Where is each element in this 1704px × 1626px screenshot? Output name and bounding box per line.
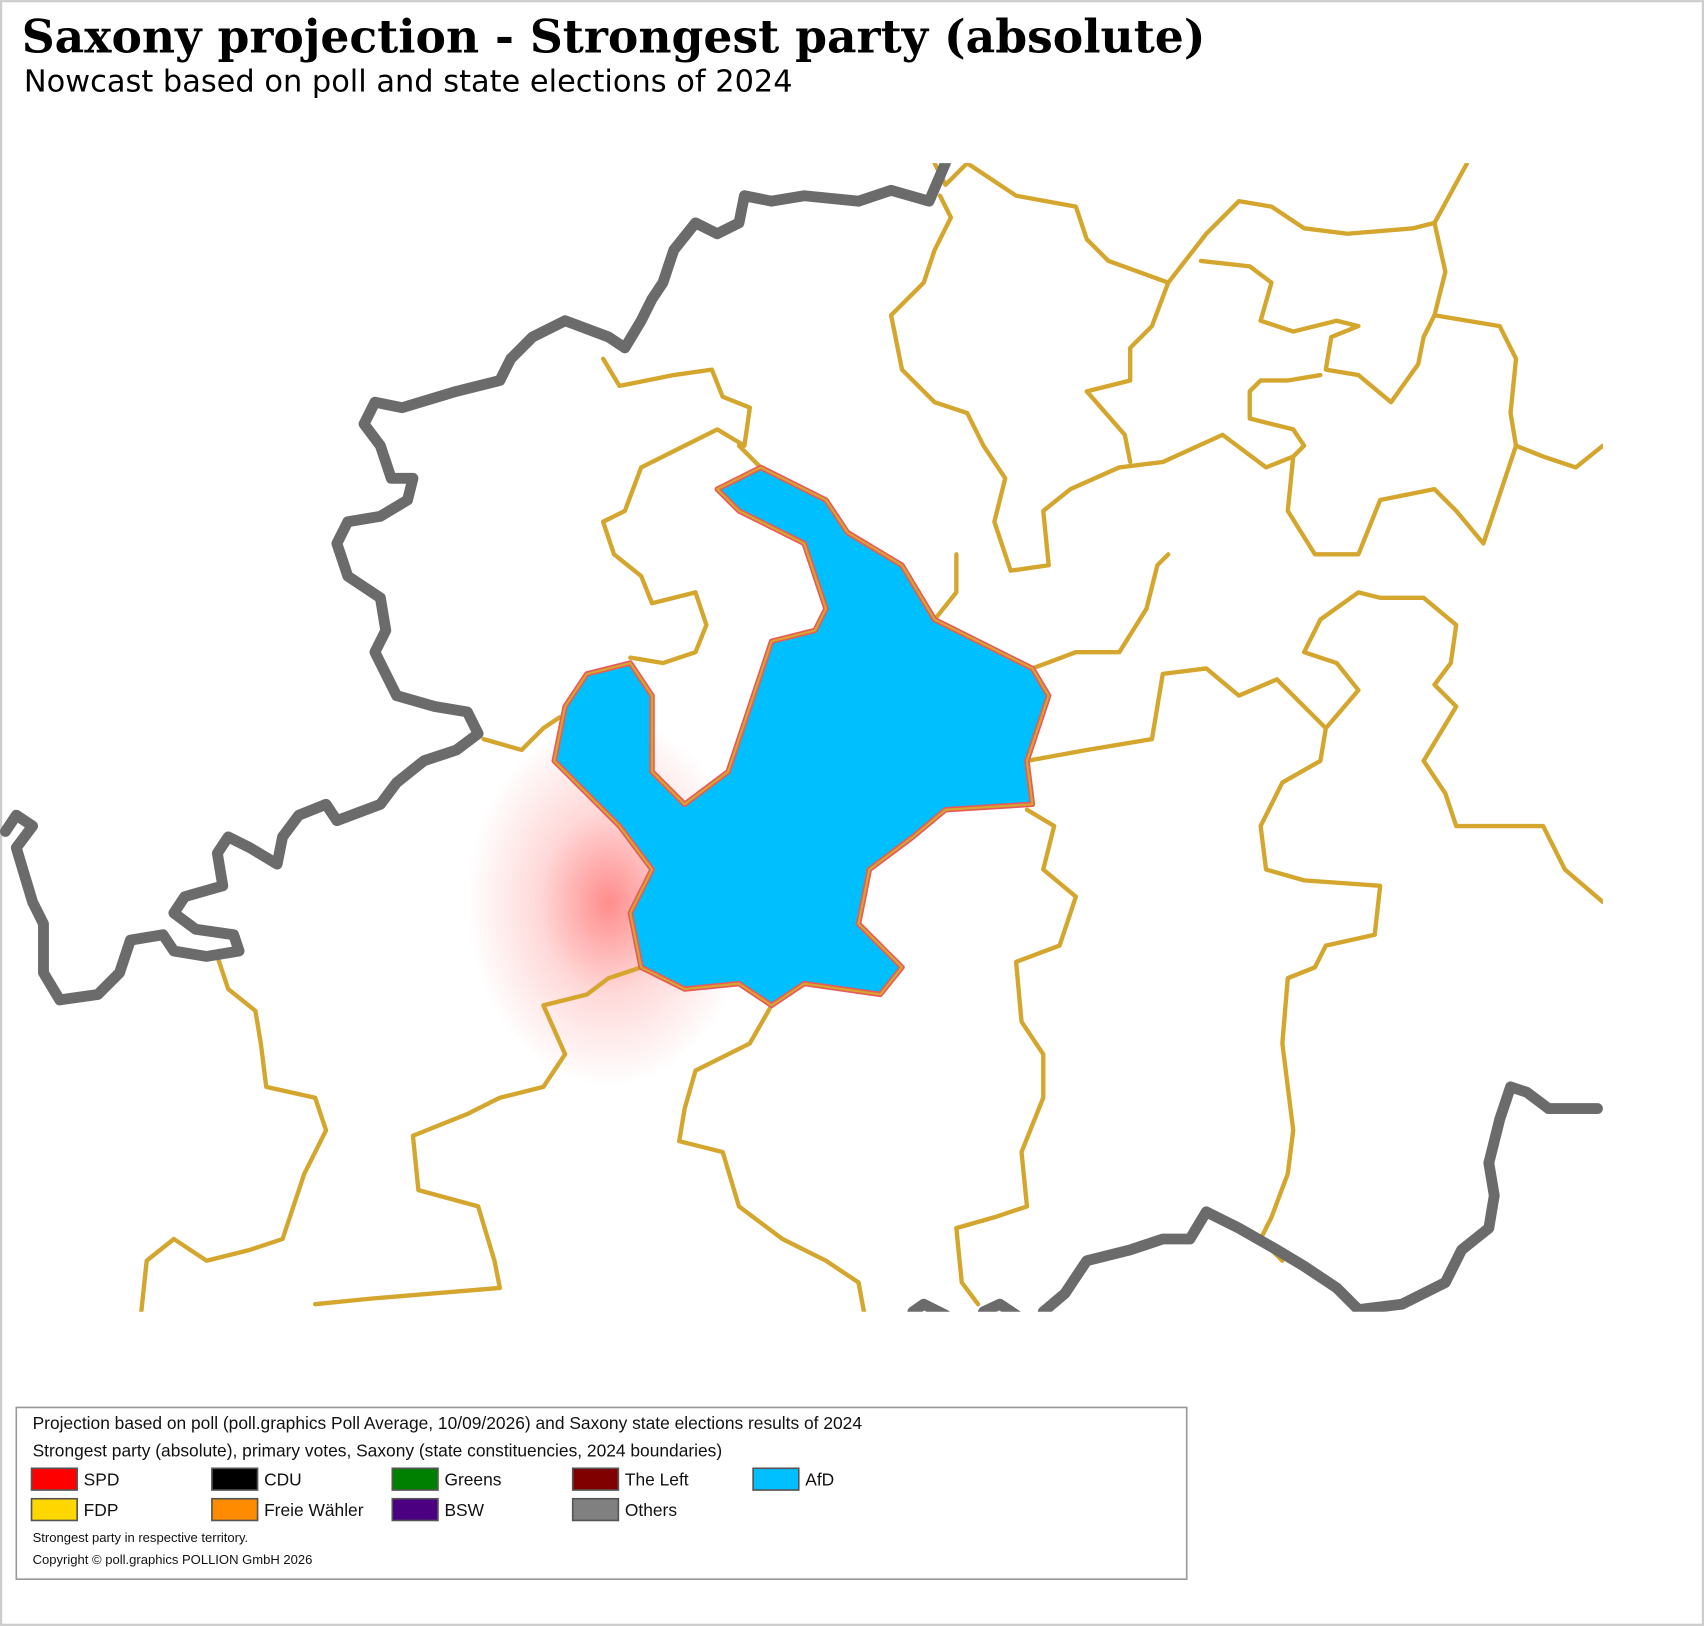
party-name: The Left <box>625 1470 689 1490</box>
party-name: SPD <box>84 1470 120 1490</box>
map <box>0 163 1603 1312</box>
party-name: Others <box>625 1500 677 1520</box>
party-name: Greens <box>444 1470 501 1490</box>
legend-note: Copyright © poll.graphics POLLION GmbH 2… <box>33 1552 313 1567</box>
party-swatch <box>30 1467 78 1491</box>
party-name: FDP <box>84 1500 119 1520</box>
party-swatch <box>211 1467 259 1491</box>
party-swatch <box>30 1497 78 1522</box>
party-name: CDU <box>264 1470 302 1490</box>
legend-line: Strongest party (absolute), primary vote… <box>33 1440 723 1460</box>
party-swatch <box>391 1497 439 1522</box>
party-name: BSW <box>444 1500 484 1520</box>
party-name: AfD <box>805 1470 834 1490</box>
party-swatch <box>391 1467 439 1491</box>
party-swatch <box>571 1467 620 1491</box>
party-swatches: SPD CDU Greens The Left AfD FDP Freie Wähler BS… <box>30 1467 834 1522</box>
legend-line: Projection based on poll (poll.graphics … <box>33 1413 863 1433</box>
afd-outline <box>553 466 1050 1007</box>
party-swatch <box>571 1497 620 1522</box>
legend-box <box>15 1406 1188 1580</box>
party-name: Freie Wähler <box>264 1500 364 1520</box>
state-border <box>0 163 1603 1312</box>
title: Saxony projection - Strongest party (abs… <box>22 9 1206 63</box>
party-swatch <box>211 1497 259 1522</box>
constituency-borders <box>139 163 1603 1312</box>
legend: Projection based on poll (poll.graphics … <box>15 1406 1188 1580</box>
party-swatch <box>752 1467 800 1491</box>
legend-note: Strongest party in respective territory. <box>33 1530 249 1545</box>
subtitle: Nowcast based on poll and state election… <box>24 64 793 99</box>
